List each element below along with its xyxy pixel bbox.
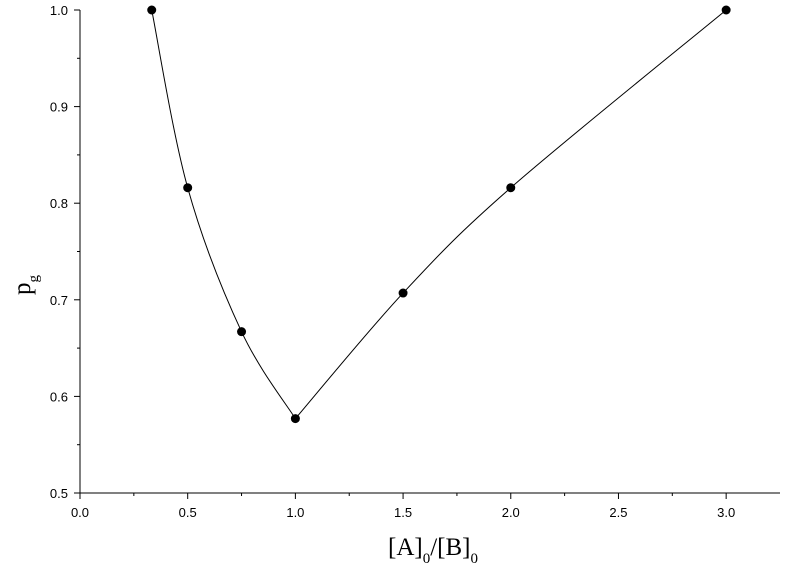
x-tick-label: 1.5 xyxy=(394,505,412,520)
data-point xyxy=(237,327,247,337)
data-point xyxy=(506,183,516,193)
y-tick-label: 0.8 xyxy=(50,196,68,211)
y-tick-label: 0.9 xyxy=(50,100,68,115)
data-point xyxy=(398,288,408,298)
x-tick-label: 0.0 xyxy=(71,505,89,520)
x-axis-title: [A]0/[B]0 xyxy=(388,534,478,565)
data-point xyxy=(183,183,193,193)
y-tick-label: 0.7 xyxy=(50,293,68,308)
data-point xyxy=(147,5,157,15)
curve-layer xyxy=(151,9,727,419)
x-tick-label: 2.5 xyxy=(609,505,627,520)
ticks: 0.0 0.5 1.0 1.5 2.0 2.5 3.00.50.60.70.80.91.0 xyxy=(50,3,735,520)
x-tick-label: 3.0 xyxy=(717,505,735,520)
axes xyxy=(79,10,780,494)
points-layer xyxy=(147,5,731,424)
x-tick-label: 0.5 xyxy=(179,505,197,520)
y-tick-label: 0.5 xyxy=(50,486,68,501)
series-line-left xyxy=(151,9,296,419)
y-tick-label: 1.0 xyxy=(50,3,68,18)
data-point xyxy=(721,5,731,15)
y-tick-label: 0.6 xyxy=(50,389,68,404)
y-axis-title: pg xyxy=(9,275,42,296)
series-line-right xyxy=(295,9,727,419)
x-tick-label: 1.0 xyxy=(286,505,304,520)
x-tick-label: 2.0 xyxy=(502,505,520,520)
data-point xyxy=(290,414,300,424)
